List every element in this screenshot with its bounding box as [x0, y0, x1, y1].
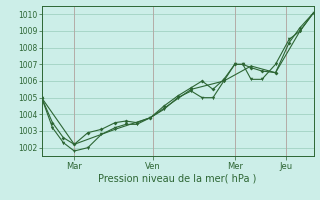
X-axis label: Pression niveau de la mer( hPa ): Pression niveau de la mer( hPa ) — [99, 173, 257, 183]
